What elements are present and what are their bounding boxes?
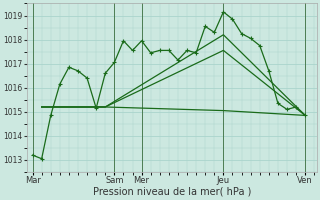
X-axis label: Pression niveau de la mer( hPa ): Pression niveau de la mer( hPa ) [92, 187, 251, 197]
